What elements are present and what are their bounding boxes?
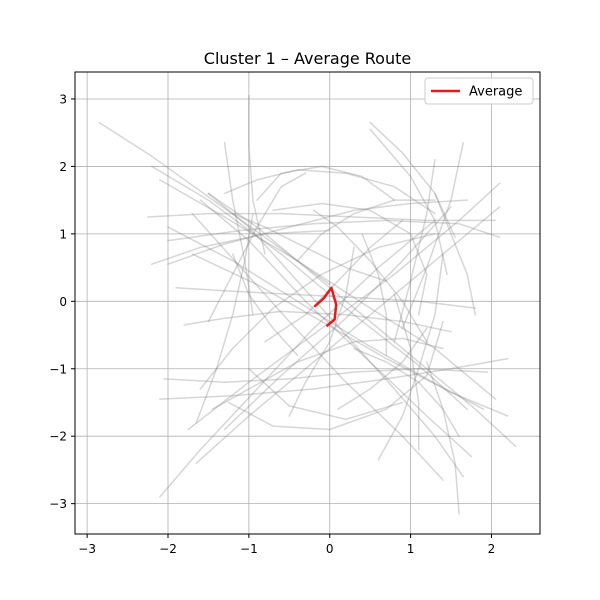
route-line bbox=[223, 206, 452, 431]
route-line bbox=[434, 192, 477, 316]
route-line bbox=[353, 347, 460, 437]
route-line bbox=[187, 182, 501, 431]
route-line bbox=[264, 219, 404, 343]
plot-area: −3 −2 −1 0 1 2 −3 −2 −1 0 1 2 3 Average bbox=[49, 71, 541, 556]
route-line bbox=[272, 202, 428, 316]
y-tick-label: −1 bbox=[49, 362, 67, 376]
x-tick-label: −1 bbox=[240, 542, 258, 556]
route-line bbox=[167, 219, 501, 242]
route-line bbox=[393, 293, 420, 451]
route-line bbox=[191, 212, 444, 481]
route-line bbox=[369, 121, 456, 238]
route-line bbox=[296, 199, 436, 262]
legend: Average bbox=[424, 77, 534, 105]
route-line bbox=[175, 287, 477, 309]
route-line bbox=[223, 169, 436, 215]
y-tick-label: −2 bbox=[49, 430, 67, 444]
route-line bbox=[151, 229, 331, 265]
route-line bbox=[98, 121, 331, 286]
x-tick-label: −3 bbox=[78, 542, 96, 556]
route-line bbox=[159, 179, 497, 400]
route-line bbox=[207, 192, 517, 448]
route-line bbox=[195, 212, 254, 424]
route-line bbox=[207, 192, 464, 478]
y-tick-label: 1 bbox=[59, 227, 67, 241]
route-line bbox=[426, 361, 460, 515]
route-line bbox=[369, 128, 448, 276]
route-line bbox=[256, 165, 396, 201]
route-line bbox=[227, 320, 444, 431]
route-line bbox=[377, 253, 444, 461]
route-line bbox=[199, 199, 473, 458]
route-line bbox=[167, 199, 468, 265]
route-line bbox=[337, 327, 428, 410]
route-line bbox=[248, 94, 266, 255]
legend-box bbox=[424, 77, 534, 105]
route-line bbox=[159, 357, 509, 400]
x-tick-label: 1 bbox=[407, 542, 415, 556]
route-line bbox=[183, 310, 452, 333]
route-line bbox=[163, 368, 489, 383]
route-line bbox=[223, 142, 254, 316]
route-line bbox=[231, 212, 388, 282]
legend-label-average: Average bbox=[469, 85, 522, 100]
axes-frame bbox=[74, 71, 541, 535]
y-tick-label: 2 bbox=[59, 160, 67, 174]
route-line bbox=[361, 233, 388, 357]
route-line bbox=[401, 142, 464, 330]
route-line bbox=[207, 172, 307, 323]
x-tick-label: −2 bbox=[159, 542, 177, 556]
y-tick-label: 3 bbox=[59, 92, 67, 106]
route-line bbox=[167, 226, 485, 410]
route-lines bbox=[98, 94, 517, 515]
chart-title: Cluster 1 – Average Route bbox=[204, 49, 411, 68]
route-line bbox=[288, 246, 355, 417]
route-line bbox=[195, 206, 501, 464]
average-route-line bbox=[313, 286, 338, 327]
route-line bbox=[191, 253, 509, 417]
x-tick-label: 0 bbox=[326, 542, 334, 556]
route-line bbox=[199, 233, 436, 390]
route-line bbox=[151, 165, 468, 410]
route-line bbox=[211, 337, 444, 410]
route-line bbox=[248, 368, 404, 421]
route-line bbox=[312, 209, 428, 343]
route-line bbox=[393, 158, 436, 343]
x-tick-label: 2 bbox=[488, 542, 496, 556]
y-tick-label: 0 bbox=[59, 295, 67, 309]
route-line bbox=[159, 219, 436, 498]
route-line bbox=[147, 212, 497, 222]
y-tick-label: −3 bbox=[49, 497, 67, 511]
route-line bbox=[231, 253, 299, 357]
